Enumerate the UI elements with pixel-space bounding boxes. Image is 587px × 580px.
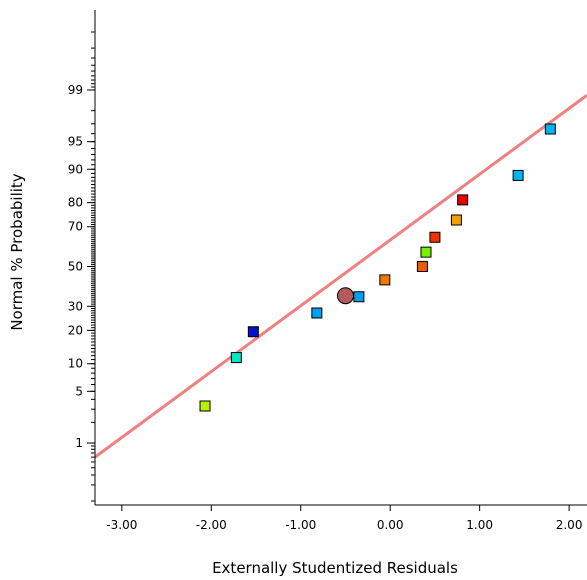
y-tick-label: 70 [68,220,83,234]
y-tick-label: 95 [68,135,83,149]
data-point [353,291,365,303]
fit-line [94,94,587,459]
y-tick-label: 5 [75,384,83,398]
data-point [512,169,524,181]
y-tick-label: 20 [68,323,83,337]
axes: -3.00 -2.00 -1.00 0.00 1.00 2.00 1 5 10 20 30 50 70 8… [68,10,587,532]
data-point [379,274,391,286]
y-tick-label: 30 [68,299,83,313]
x-tick-label: -2.00 [196,518,227,532]
data-point [247,326,259,338]
y-tick-label: 99 [68,83,83,97]
x-tick-label: -1.00 [285,518,316,532]
y-tick-label: 1 [75,436,83,450]
x-tick-label: 0.00 [377,518,404,532]
data-point-circle [336,287,354,305]
data-point [420,246,432,258]
y-tick-label: 90 [68,162,83,176]
y-tick-label: 80 [68,196,83,210]
data-point [230,352,242,364]
x-tick-label: 2.00 [556,518,583,532]
x-tick-label: -3.00 [106,518,137,532]
data-point [429,231,441,243]
data-point [457,194,469,206]
x-axis-title: Externally Studentized Residuals [212,559,458,577]
y-axis-title: Normal % Probability [8,173,26,330]
data-point [199,400,211,412]
x-tick-label: 1.00 [466,518,493,532]
data-point [416,261,428,272]
data-points [199,123,556,412]
y-tick-label: 10 [68,357,83,371]
y-tick-label: 50 [68,260,83,274]
data-point [544,123,556,135]
data-point [311,307,323,319]
data-point [450,214,462,226]
fit-line-layer [94,94,587,459]
